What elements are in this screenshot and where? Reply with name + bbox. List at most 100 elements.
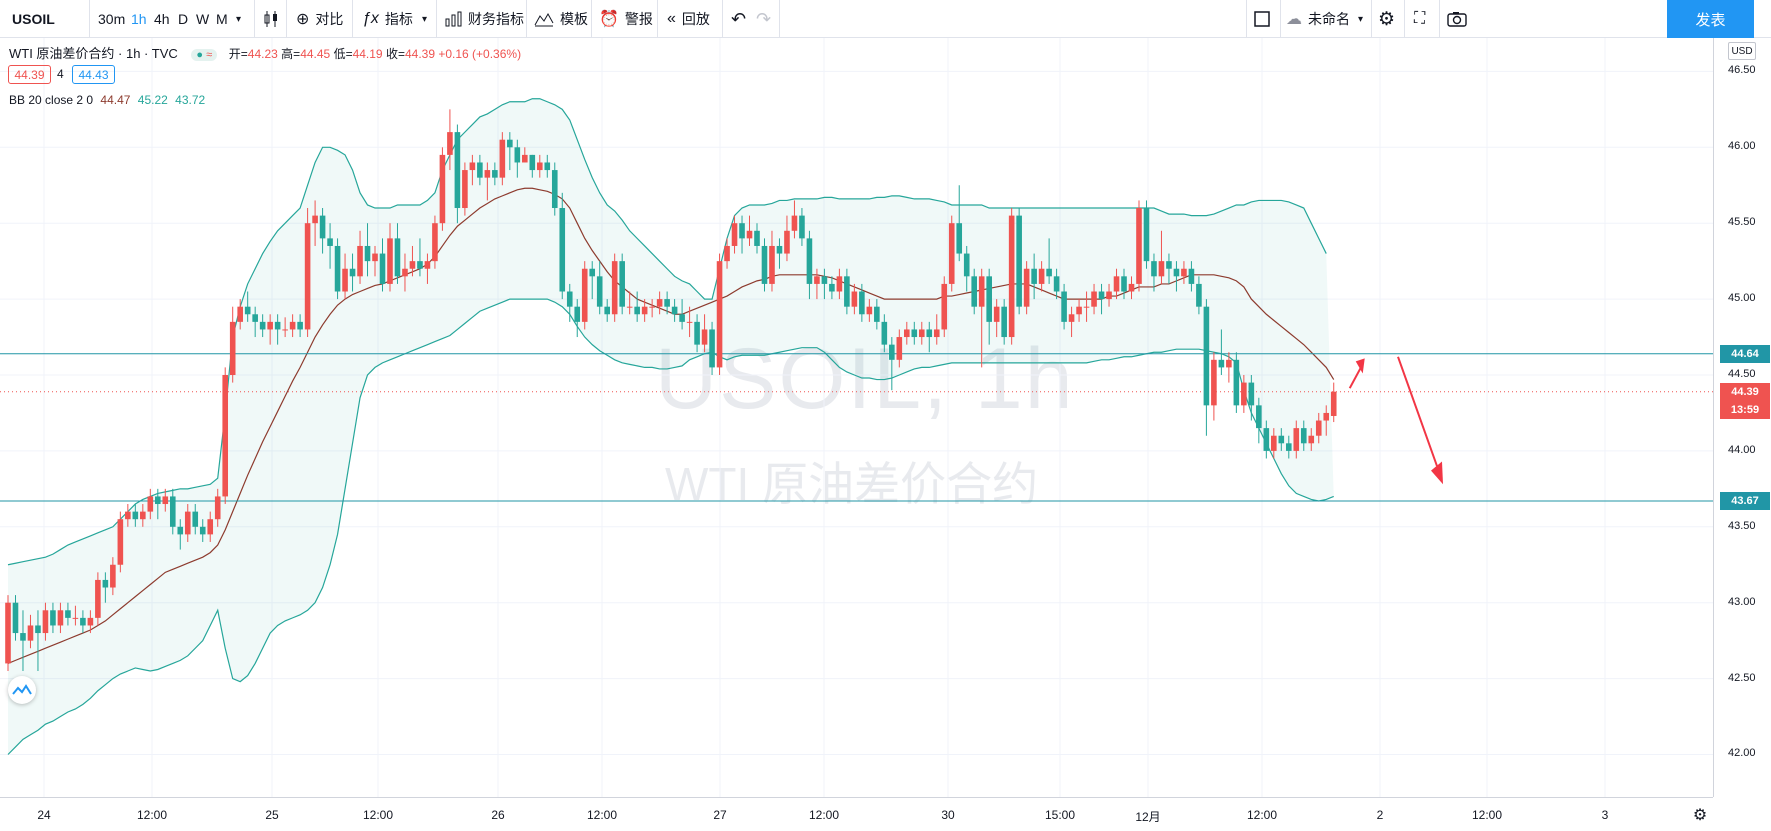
candle-body <box>35 625 41 634</box>
divider <box>89 0 90 38</box>
interval-30m[interactable]: 30m <box>98 0 125 38</box>
redo-icon[interactable]: ↷ <box>756 8 772 29</box>
interval-4h[interactable]: 4h <box>154 0 170 38</box>
candle-body <box>1098 291 1105 300</box>
divider <box>722 0 723 38</box>
price-tick: 42.50 <box>1728 671 1756 684</box>
interval-m[interactable]: M <box>216 0 228 38</box>
candle-body <box>379 253 386 284</box>
candle-body <box>1233 359 1240 406</box>
candle-body <box>1068 314 1075 322</box>
interval-d[interactable]: D <box>178 0 188 38</box>
candle-body <box>709 329 715 368</box>
currency-badge[interactable]: USD <box>1728 42 1756 60</box>
time-tick: 12:00 <box>586 808 618 822</box>
interval-w[interactable]: W <box>196 0 209 38</box>
time-tick: 30 <box>941 808 955 822</box>
ask-value: 44.43 <box>78 67 109 82</box>
time-tick: 12:00 <box>1246 808 1278 822</box>
candle-body <box>716 261 723 368</box>
templates-button[interactable]: 模板 <box>534 0 588 38</box>
candle-body <box>829 283 835 292</box>
interval-label: 1h <box>131 11 147 27</box>
candle-body <box>1158 261 1165 277</box>
ask-box[interactable]: 44.43 <box>72 65 115 84</box>
candle-body <box>836 276 843 292</box>
fullscreen-icon[interactable]: ⛶ <box>1414 10 1426 27</box>
candle-body <box>1106 291 1112 300</box>
candle-body <box>941 283 948 330</box>
candle-body <box>259 321 266 330</box>
financials-label: 财务指标 <box>468 11 524 27</box>
indicators-dropdown-icon[interactable]: ▾ <box>422 13 428 25</box>
ohlc-values: 开=44.23 高=44.45 低=44.19 收=44.39 +0.16 (+… <box>229 47 521 61</box>
candle-body <box>42 610 49 634</box>
price-tick: 46.00 <box>1728 140 1756 153</box>
indicators-button[interactable]: ƒx 指标 <box>362 0 413 38</box>
candle-body <box>844 276 850 307</box>
layout-name-button[interactable]: ☁ 未命名 ▾ <box>1286 0 1363 38</box>
bb-legend[interactable]: BB 20 close 2 0 44.47 45.22 43.72 <box>9 93 205 107</box>
snapshot-camera-icon[interactable] <box>1447 0 1467 38</box>
divider <box>352 0 353 38</box>
candle-body <box>1083 306 1090 308</box>
indicators-label: 指标 <box>384 11 413 27</box>
candle-body <box>739 223 745 239</box>
candle-body <box>679 314 685 322</box>
candle-body <box>199 526 206 535</box>
divider <box>1371 0 1372 38</box>
time-tick: 3 <box>1601 808 1609 822</box>
replay-button[interactable]: « 回放 <box>667 0 710 38</box>
candle-body <box>821 276 828 284</box>
candle-body <box>963 253 970 277</box>
price-chart[interactable] <box>0 38 1713 797</box>
market-status-badge[interactable]: ● ≈ <box>191 49 218 61</box>
divider <box>591 0 592 38</box>
candle-body <box>574 306 581 322</box>
dot-icon: ● <box>196 49 204 61</box>
publish-label: 发表 <box>1695 11 1726 29</box>
candle-body <box>911 329 918 338</box>
candle-body <box>889 344 895 360</box>
financials-button[interactable]: 财务指标 <box>444 0 524 38</box>
candle-body <box>349 268 356 277</box>
candle-body <box>1256 405 1262 429</box>
bb-basis-value: 44.47 <box>100 93 131 107</box>
bar-chart-icon <box>445 11 462 27</box>
bid-box[interactable]: 44.39 <box>8 65 51 84</box>
candle-body <box>177 526 184 535</box>
tradingview-logo-icon[interactable] <box>8 676 36 704</box>
settings-gear-icon[interactable]: ⚙ <box>1378 8 1396 30</box>
divider <box>779 0 780 38</box>
candle-body <box>1300 428 1307 444</box>
publish-button[interactable]: 发表 <box>1667 0 1754 38</box>
time-tick: 12:00 <box>136 808 168 822</box>
axis-settings-gear-icon[interactable]: ⚙ <box>1692 807 1708 824</box>
legend-title[interactable]: WTI 原油差价合约 · 1h · TVC <box>9 46 178 61</box>
candle-body <box>522 154 528 163</box>
candle-body <box>1053 276 1060 292</box>
candle-body <box>1091 291 1097 307</box>
interval-dropdown-icon[interactable]: ▾ <box>236 13 242 25</box>
alert-button[interactable]: ⏰ 警报 <box>599 0 653 38</box>
candle-body <box>334 245 341 292</box>
interval-label: 30m <box>98 11 126 27</box>
candle-body <box>1315 420 1322 436</box>
price-axis[interactable]: USD 46.50 46.00 45.50 45.00 44.50 44.00 43.50 4… <box>1713 38 1771 797</box>
candle-body <box>342 268 348 292</box>
interval-1h[interactable]: 1h <box>131 0 147 38</box>
layout-square-button[interactable] <box>1253 0 1271 38</box>
candle-body <box>1271 435 1277 451</box>
symbol-search[interactable]: USOIL <box>12 0 55 38</box>
time-tick: 12:00 <box>1471 808 1503 822</box>
time-tick: 24 <box>37 808 51 822</box>
compare-button[interactable]: ⊕ 对比 <box>296 0 343 38</box>
candle-body <box>1136 208 1142 284</box>
divider <box>1280 0 1281 38</box>
undo-icon[interactable]: ↶ <box>731 8 747 29</box>
chart-type-button[interactable] <box>262 0 280 38</box>
time-axis[interactable]: 24 12:00 25 12:00 26 12:00 27 12:00 30 15:00 12月 12… <box>0 797 1713 831</box>
bb-lower-value: 43.72 <box>175 93 206 107</box>
candle-body <box>776 245 783 254</box>
candle-body <box>611 261 618 315</box>
